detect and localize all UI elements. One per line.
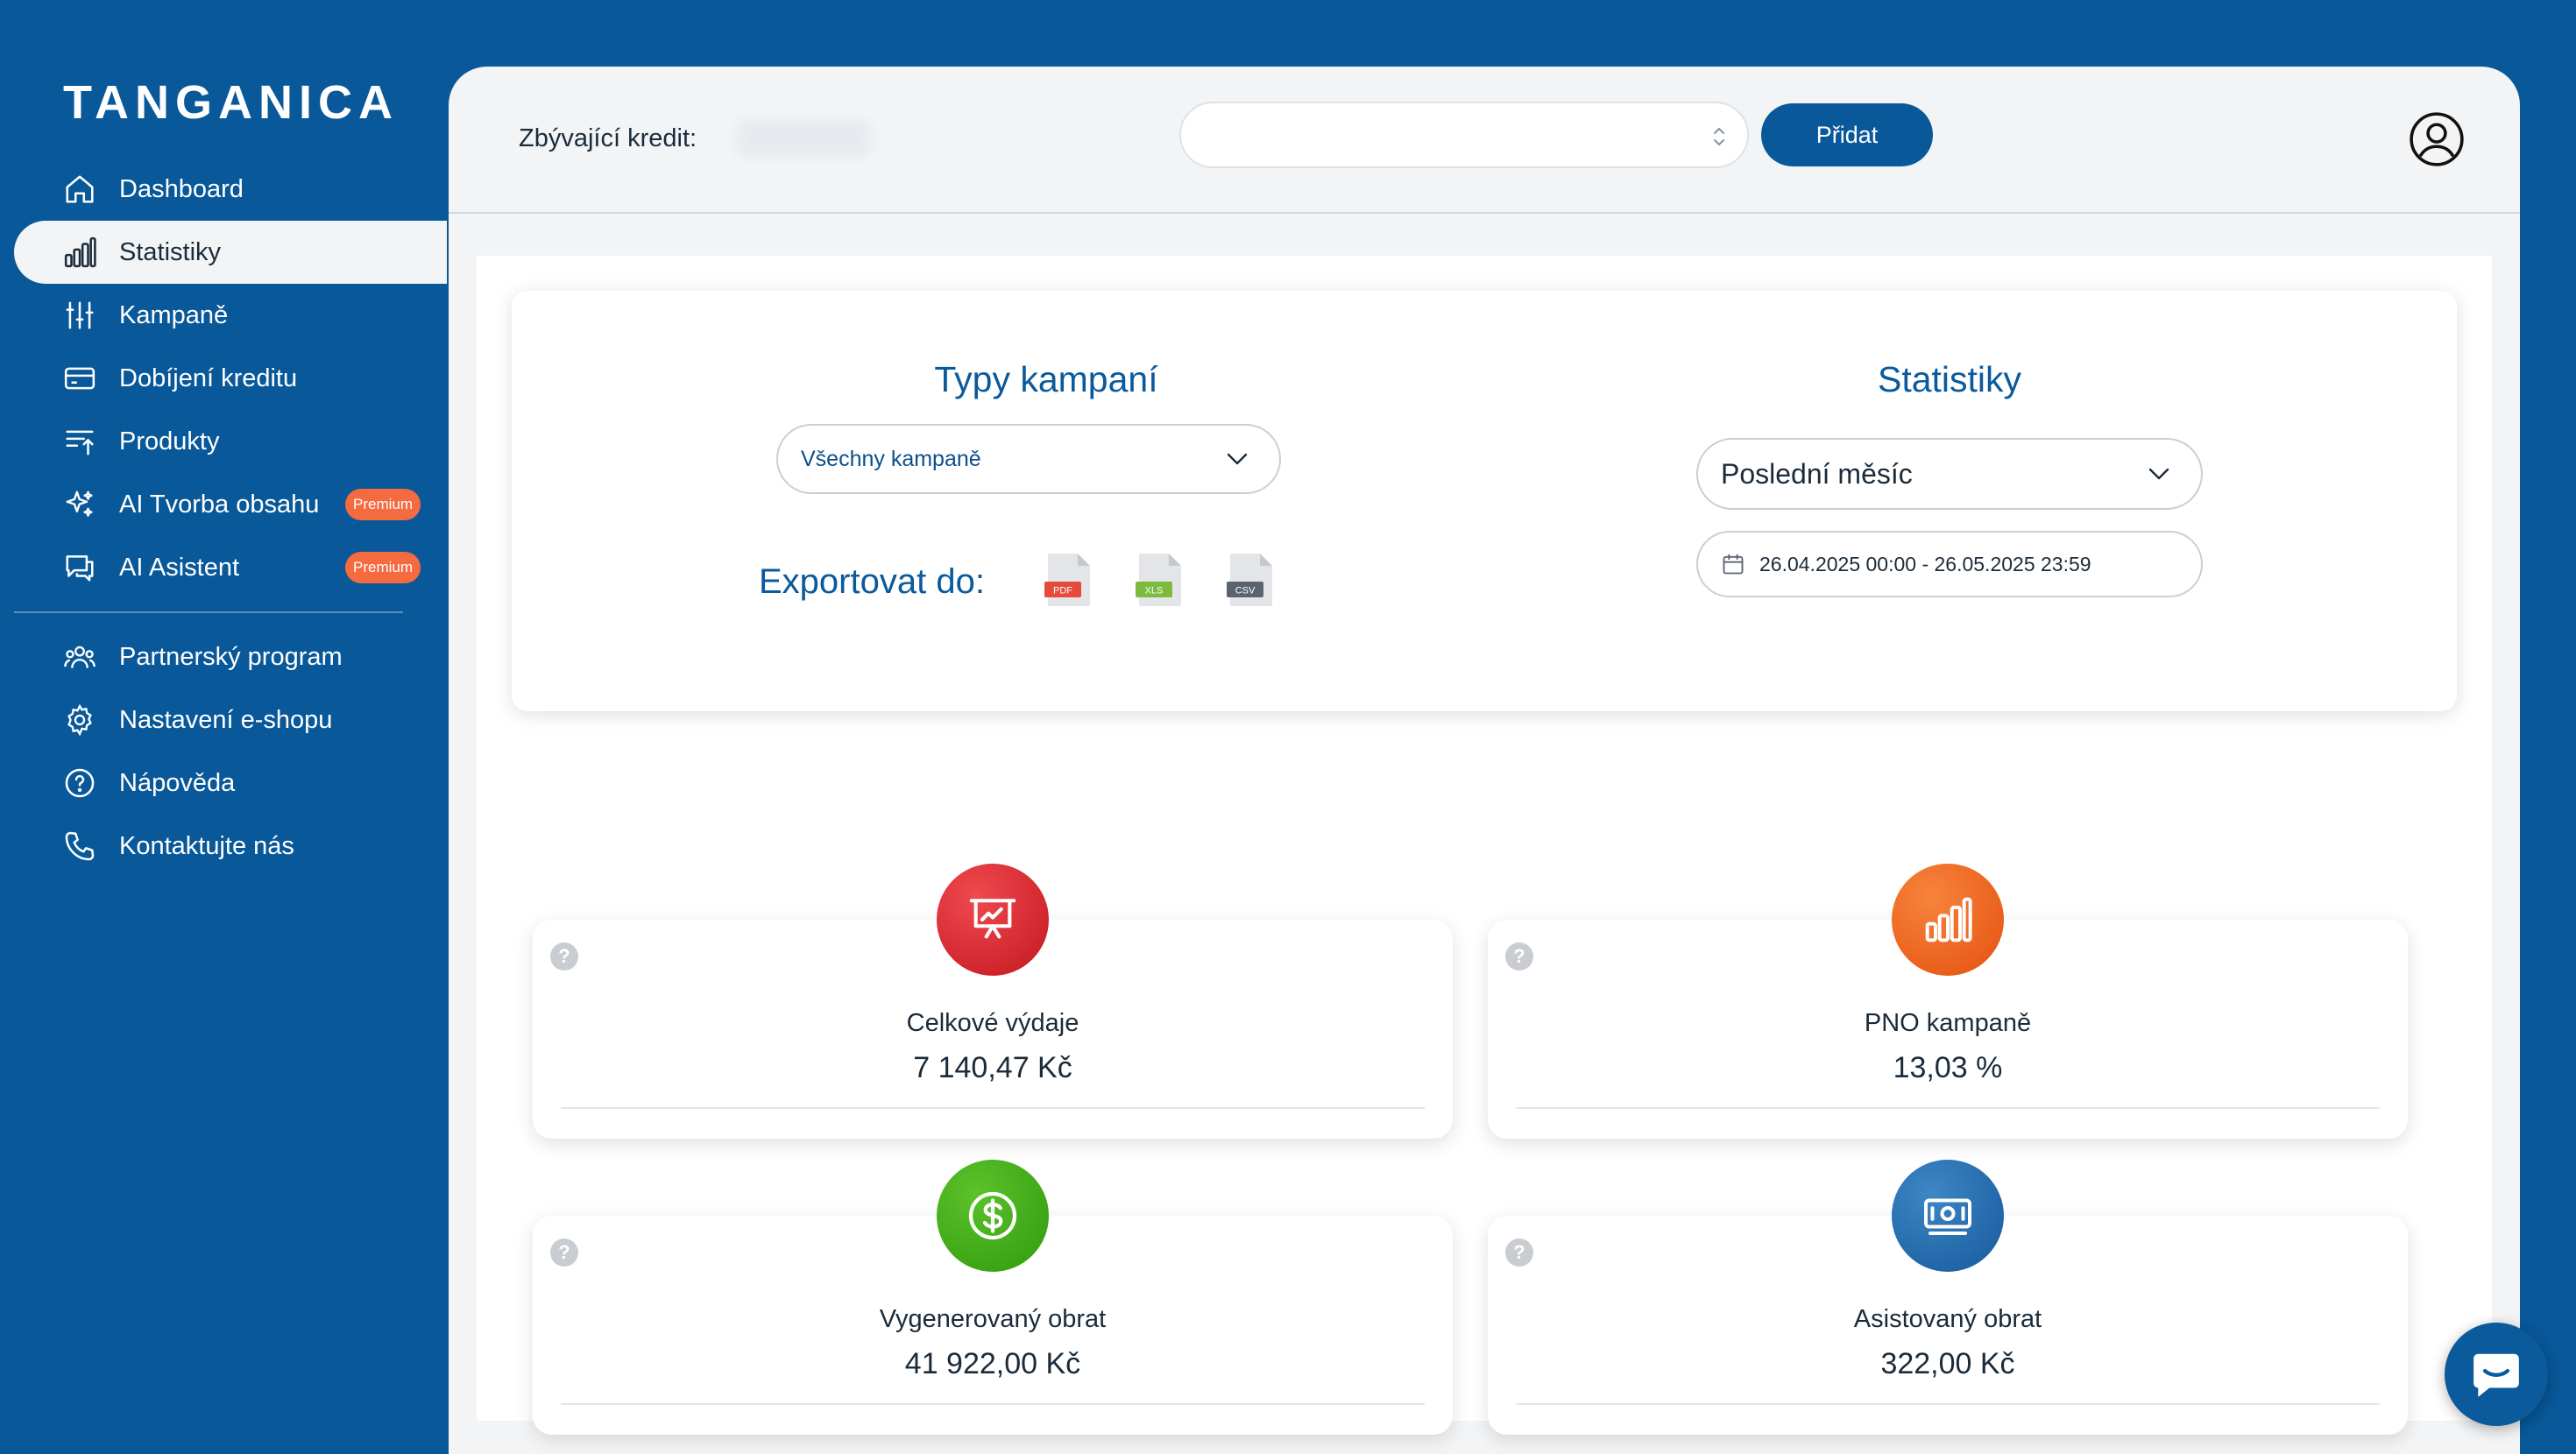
bar-chart-icon <box>1892 864 2004 976</box>
sliders-icon <box>66 301 94 329</box>
stat-value: 7 140,47 Kč <box>913 1051 1072 1084</box>
stat-card-asistovany-obrat: ? Asistovaný obrat 322,00 Kč <box>1488 1160 2408 1435</box>
xls-file-icon[interactable]: XLS <box>1136 552 1185 608</box>
date-range-value: 26.04.2025 00:00 - 26.05.2025 23:59 <box>1759 552 2091 575</box>
sidebar-item-nastaveni-eshopu[interactable]: Nastavení e-shopu <box>0 688 447 752</box>
period-value: Poslední měsíc <box>1721 457 1913 490</box>
campaign-types-title: Typy kampaní <box>934 359 1158 399</box>
help-tooltip-icon[interactable]: ? <box>1505 942 1533 971</box>
campaign-type-value: Všechny kampaně <box>801 446 981 471</box>
sidebar-item-label: Produkty <box>119 427 220 455</box>
chevron-down-icon <box>1227 453 1248 465</box>
premium-badge: Premium <box>344 489 421 520</box>
stat-value: 322,00 Kč <box>1880 1347 2015 1380</box>
stat-label: Asistovaný obrat <box>1853 1305 2042 1333</box>
help-tooltip-icon[interactable]: ? <box>1505 1239 1533 1267</box>
pdf-file-icon[interactable]: PDF <box>1044 552 1093 608</box>
sparkles-icon <box>66 491 93 517</box>
settings-icon <box>67 703 92 737</box>
chat-widget-button[interactable] <box>2445 1323 2548 1426</box>
chat-bubble-icon <box>2473 1353 2519 1397</box>
sidebar-item-label: Kontaktujte nás <box>119 831 294 860</box>
presentation-chart-icon <box>937 864 1049 976</box>
help-icon <box>65 768 95 798</box>
sidebar-item-partnersky-program[interactable]: Partnerský program <box>0 625 447 688</box>
main-panel: Zbývající kredit: Přidat Typy kampaní Vš… <box>449 67 2520 1454</box>
sidebar-item-napoveda[interactable]: Nápověda <box>0 752 447 815</box>
home-icon <box>66 175 94 203</box>
sidebar-item-label: Kampaně <box>119 300 229 329</box>
credit-label: Zbývající kredit: <box>519 124 697 152</box>
sidebar-nav: Dashboard Statistiky Kampaně Dobíjení kr… <box>0 158 447 878</box>
products-icon <box>66 430 94 455</box>
sidebar-item-kampane[interactable]: Kampaně <box>0 284 447 347</box>
premium-badge: Premium <box>344 552 421 583</box>
help-tooltip-icon[interactable]: ? <box>550 1239 578 1267</box>
user-account-icon[interactable] <box>2408 110 2466 168</box>
sidebar-item-label: Statistiky <box>119 237 222 266</box>
credit-card-icon <box>64 367 96 390</box>
csv-format-label: CSV <box>1235 586 1256 596</box>
sidebar-item-dashboard[interactable]: Dashboard <box>0 158 447 221</box>
period-select[interactable]: Poslední měsíc <box>1696 438 2203 510</box>
sidebar-item-label: Partnerský program <box>119 642 343 671</box>
content-area: Typy kampaní Všechny kampaně Exportovat … <box>477 256 2492 1435</box>
stat-card-vygenerovany-obrat: ? Vygenerovaný obrat 41 922,00 Kč <box>533 1160 1453 1435</box>
credit-value <box>738 121 869 156</box>
add-button[interactable]: Přidat <box>1761 103 1933 166</box>
money-bill-icon <box>1892 1160 2004 1272</box>
chevron-up-down-icon <box>1714 128 1724 145</box>
stat-divider <box>1516 1403 2380 1405</box>
filter-card: Typy kampaní Všechny kampaně Exportovat … <box>512 291 2457 711</box>
stat-card-pno-kampane: ? PNO kampaně 13,03 % <box>1488 864 2408 1139</box>
stat-divider <box>561 1403 1425 1405</box>
sidebar-item-ai-tvorba-obsahu[interactable]: AI Tvorba obsahu Premium <box>0 473 447 536</box>
sidebar-item-dobijeni-kreditu[interactable]: Dobíjení kreditu <box>0 347 447 410</box>
sidebar-divider <box>14 611 403 613</box>
dollar-icon <box>937 1160 1049 1272</box>
sidebar-item-label: Dashboard <box>119 174 244 203</box>
stat-label: Celkové výdaje <box>906 1009 1079 1037</box>
top-bar: Zbývající kredit: Přidat <box>449 67 2520 214</box>
chat-icon <box>66 555 94 582</box>
date-range-picker[interactable]: 26.04.2025 00:00 - 26.05.2025 23:59 <box>1696 531 2203 597</box>
sidebar-item-kontaktujte-nas[interactable]: Kontaktujte nás <box>0 815 447 878</box>
chevron-down-icon <box>2148 468 2169 480</box>
campaign-type-select[interactable]: Všechny kampaně <box>776 424 1281 494</box>
sidebar-item-ai-asistent[interactable]: AI Asistent Premium <box>0 536 447 599</box>
pdf-format-label: PDF <box>1053 586 1072 596</box>
stat-divider <box>561 1107 1425 1109</box>
sidebar-item-produkty[interactable]: Produkty <box>0 410 447 473</box>
stat-value: 13,03 % <box>1893 1051 2003 1084</box>
brand-logo[interactable]: TANGANICA <box>63 76 399 129</box>
xls-format-label: XLS <box>1145 586 1164 596</box>
sidebar-item-label: Dobíjení kreditu <box>119 364 298 392</box>
sidebar-item-label: Nápověda <box>119 768 236 797</box>
stat-value: 41 922,00 Kč <box>904 1347 1081 1380</box>
sidebar-item-statistiky[interactable]: Statistiky <box>14 221 447 284</box>
sidebar-item-label: Nastavení e-shopu <box>119 705 333 734</box>
calendar-icon <box>1723 554 1744 575</box>
help-tooltip-icon[interactable]: ? <box>550 942 578 971</box>
stat-divider <box>1516 1107 2380 1109</box>
sidebar-item-label: AI Asistent <box>119 553 240 582</box>
statistics-title: Statistiky <box>1877 359 2022 399</box>
sidebar-item-label: AI Tvorba obsahu <box>119 490 320 519</box>
phone-icon <box>65 831 95 861</box>
csv-file-icon[interactable]: CSV <box>1227 552 1276 608</box>
users-icon <box>64 646 96 668</box>
export-label: Exportovat do: <box>759 562 985 601</box>
shop-select[interactable] <box>1179 102 1749 168</box>
stat-label: PNO kampaně <box>1864 1009 2032 1037</box>
stat-label: Vygenerovaný obrat <box>879 1305 1107 1333</box>
stat-card-celkove-vydaje: ? Celkové výdaje 7 140,47 Kč <box>533 864 1453 1139</box>
bar-chart-icon <box>64 236 96 268</box>
